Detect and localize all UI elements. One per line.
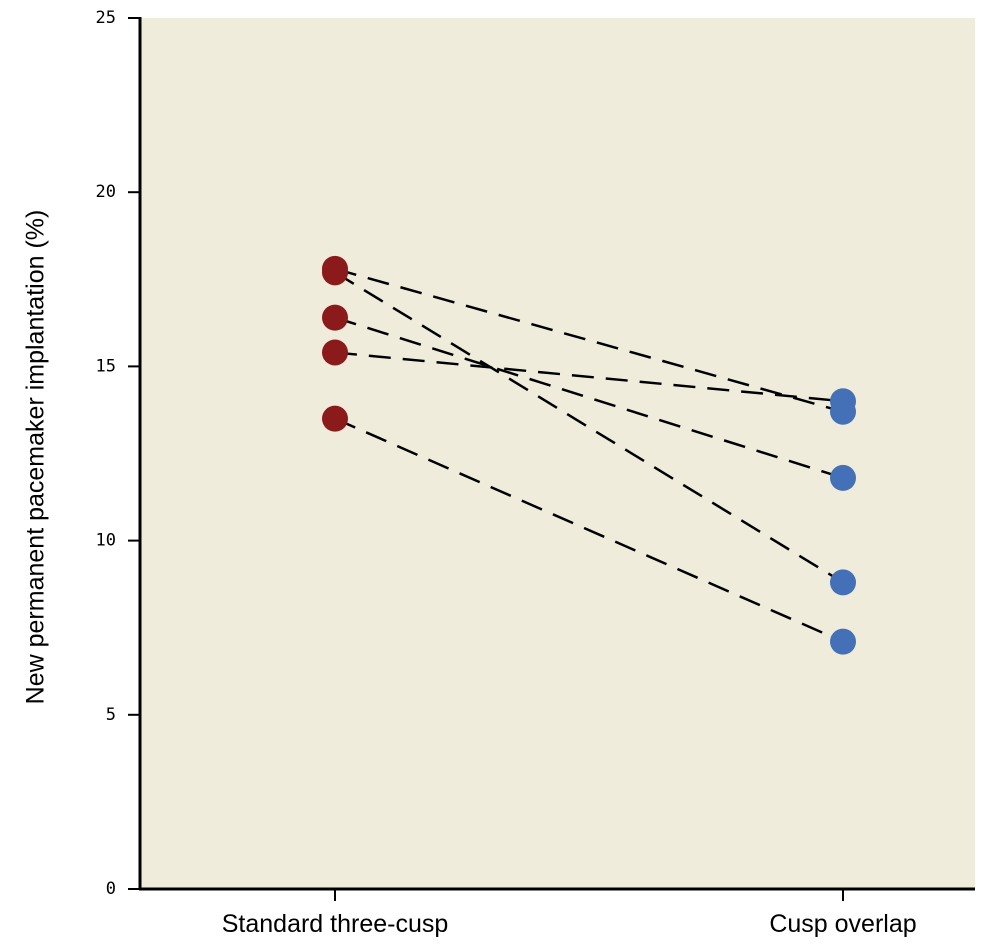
data-point-overlap-4: [830, 388, 856, 415]
y-tick-label: 0: [106, 879, 116, 899]
connector-line-1: [334, 267, 844, 413]
connector-lines: [334, 267, 844, 643]
data-point-standard-3: [322, 304, 348, 331]
data-point-standard-4: [322, 339, 348, 366]
x-tick-label: Standard three-cusp: [222, 910, 449, 938]
y-tick-label: 20: [96, 182, 116, 202]
data-point-overlap-2: [830, 569, 856, 596]
connector-line-3: [334, 316, 844, 480]
x-ticks: Standard three-cusp Cusp overlap: [222, 889, 917, 938]
y-tick-label: 25: [96, 8, 116, 28]
y-tick-label: 15: [96, 356, 116, 376]
y-tick-label: 10: [96, 531, 116, 551]
data-point-standard-5: [322, 405, 348, 432]
y-tick-label: 5: [106, 705, 116, 725]
data-point-overlap-3: [830, 464, 856, 491]
x-tick-label: Cusp overlap: [769, 910, 916, 938]
data-points: [322, 255, 856, 655]
y-axis-title: New permanent pacemaker implantation (%): [22, 210, 50, 705]
plot-area: [140, 18, 975, 889]
data-point-overlap-5: [830, 628, 856, 655]
connector-line-2: [334, 271, 844, 584]
y-ticks: 0 5 10 15 20 25: [96, 8, 140, 899]
connector-line-5: [334, 417, 844, 643]
connector-line-4: [334, 351, 844, 403]
data-point-standard-2: [322, 259, 348, 286]
